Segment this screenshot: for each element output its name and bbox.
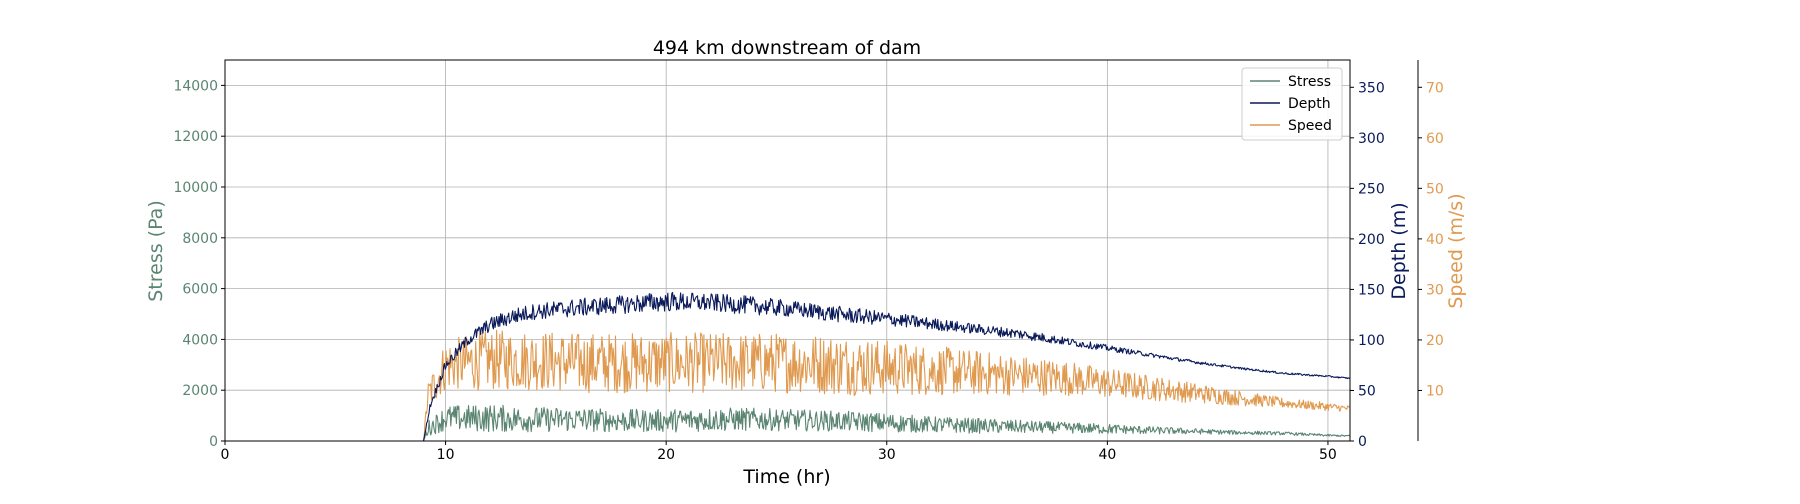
speed-tick-label: 10	[1426, 383, 1444, 399]
speed-tick-label: 40	[1426, 232, 1444, 248]
plot-frame	[224, 59, 1351, 442]
x-tick-label: 50	[1319, 447, 1337, 463]
legend-box	[1241, 67, 1343, 141]
depth-tick-label: 200	[1358, 232, 1385, 248]
x-tick-label: 40	[1098, 447, 1116, 463]
stress-tick-label: 6000	[182, 282, 218, 298]
stress-axis-title: Stress (Pa)	[145, 200, 167, 302]
legend-label-depth: Depth	[1288, 96, 1331, 112]
depth-tick-label: 350	[1358, 80, 1385, 96]
stress-tick-label: 8000	[182, 231, 218, 247]
x-tick-label: 20	[657, 447, 675, 463]
chart-title: 494 km downstream of dam	[653, 37, 921, 59]
stress-tick-label: 4000	[182, 332, 218, 348]
x-tick-label: 10	[437, 447, 455, 463]
x-tick-label: 0	[221, 447, 230, 463]
stress-tick-label: 12000	[173, 129, 218, 145]
speed-tick-label: 60	[1426, 131, 1444, 147]
stress-tick-label: 14000	[173, 78, 218, 94]
axes-layer: 0 10 20 30 40 5002000400060008000100001200014…	[173, 60, 1444, 463]
legend-label-speed: Speed	[1288, 118, 1332, 134]
legend-label-stress: Stress	[1288, 74, 1331, 90]
depth-tick-label: 300	[1358, 131, 1385, 147]
x-axis-title: Time (hr)	[742, 466, 830, 488]
stress-tick-label: 2000	[182, 383, 218, 399]
speed-tick-label: 30	[1426, 282, 1444, 298]
depth-tick-label: 0	[1358, 434, 1367, 450]
speed-tick-label: 50	[1426, 181, 1444, 197]
x-tick-label: 30	[878, 447, 896, 463]
speed-tick-label: 20	[1426, 333, 1444, 349]
depth-tick-label: 50	[1358, 383, 1376, 399]
stress-tick-label: 0	[209, 434, 218, 450]
speed-tick-label: 70	[1426, 80, 1444, 96]
stress-tick-label: 10000	[173, 180, 218, 196]
depth-tick-label: 250	[1358, 181, 1385, 197]
speed-axis-title: Speed (m/s)	[1445, 193, 1467, 308]
depth-axis-title: Depth (m)	[1388, 202, 1410, 299]
depth-tick-label: 150	[1358, 282, 1385, 298]
legend: Stress Depth Speed	[1241, 67, 1343, 141]
depth-tick-label: 100	[1358, 333, 1385, 349]
